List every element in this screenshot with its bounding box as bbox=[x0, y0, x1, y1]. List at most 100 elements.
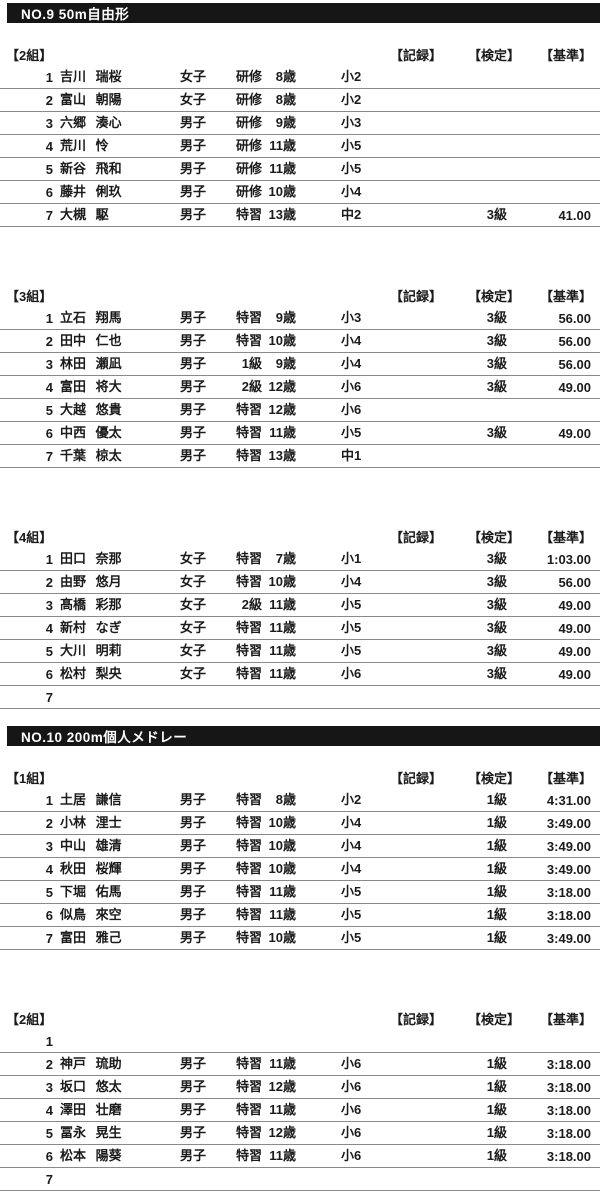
age-label: 12歳 bbox=[268, 402, 296, 417]
school-grade: 小6 bbox=[341, 1148, 362, 1163]
swimmer-name: 秋田 桜輝 bbox=[60, 861, 122, 876]
class-label: 研修 bbox=[235, 138, 262, 153]
gender-label: 男子 bbox=[180, 907, 207, 922]
gender-label: 男子 bbox=[180, 1056, 207, 1071]
swimmer-name: 土居 謙信 bbox=[60, 792, 122, 807]
standard-cell: 3:49.00 bbox=[546, 816, 591, 831]
swimmer-row: 7 大槻 駆 男子 特習 13歳 中2 3級 41.00 bbox=[0, 204, 600, 227]
school-grade: 小5 bbox=[341, 425, 362, 440]
record-cell bbox=[370, 464, 420, 467]
heat-header: 【2組】 【記録】 【検定】 【基準】 bbox=[0, 1009, 600, 1030]
gender-label: 男子 bbox=[180, 356, 207, 371]
swimmer-name: 神戸 琉助 bbox=[60, 1056, 122, 1071]
age-label: 13歳 bbox=[268, 448, 296, 463]
certification-cell: 3級 bbox=[486, 551, 507, 566]
standard-cell: 3:49.00 bbox=[546, 931, 591, 946]
school-grade: 小5 bbox=[341, 597, 362, 612]
lane-number: 3 bbox=[45, 598, 53, 613]
standard-cell: 3:18.00 bbox=[546, 1126, 591, 1141]
gender-label: 男子 bbox=[180, 379, 207, 394]
age-label: 8歳 bbox=[275, 792, 296, 807]
class-label: 特習 bbox=[235, 838, 262, 853]
school-grade: 小5 bbox=[341, 643, 362, 658]
standard-cell bbox=[515, 108, 600, 111]
heat-header: 【1組】 【記録】 【検定】 【基準】 bbox=[0, 768, 600, 789]
lane-number: 5 bbox=[45, 644, 53, 659]
record-cell bbox=[370, 1118, 420, 1121]
record-cell bbox=[370, 1141, 420, 1144]
lane-number: 2 bbox=[45, 575, 53, 590]
standard-cell bbox=[515, 177, 600, 180]
class-label bbox=[210, 705, 262, 708]
school-grade: 小4 bbox=[341, 861, 362, 876]
certification-cell bbox=[420, 1187, 515, 1190]
school-grade: 小5 bbox=[341, 907, 362, 922]
gender-label: 男子 bbox=[180, 333, 207, 348]
class-label: 特習 bbox=[235, 620, 262, 635]
class-label: 特習 bbox=[235, 1148, 262, 1163]
standard-cell: 3:18.00 bbox=[546, 1057, 591, 1072]
age-label: 11歳 bbox=[269, 884, 296, 899]
gender-label: 男子 bbox=[180, 884, 207, 899]
swimmer-row: 4 秋田 桜輝 男子 特習 10歳 小4 1級 3:49.00 bbox=[0, 858, 600, 881]
certification-cell: 3級 bbox=[486, 310, 507, 325]
record-cell bbox=[370, 636, 420, 639]
swimmer-row: 1 土居 謙信 男子 特習 8歳 小2 1級 4:31.00 bbox=[0, 789, 600, 812]
school-grade: 小4 bbox=[341, 333, 362, 348]
swimmer-name: 田口 奈那 bbox=[60, 551, 122, 566]
record-cell bbox=[370, 223, 420, 226]
certification-cell bbox=[420, 418, 515, 421]
standard-cell bbox=[515, 85, 600, 88]
swimmer-name: 下堀 佑馬 bbox=[60, 884, 122, 899]
standard-cell bbox=[515, 131, 600, 134]
certification-column-header: 【検定】 bbox=[467, 1012, 520, 1027]
lane-number: 1 bbox=[45, 793, 53, 808]
swimmer-row: 4 荒川 怜 男子 研修 11歳 小5 bbox=[0, 135, 600, 158]
record-cell bbox=[370, 108, 420, 111]
swimmer-name: 富山 朝陽 bbox=[60, 92, 122, 107]
certification-cell bbox=[420, 85, 515, 88]
age-label: 12歳 bbox=[268, 1125, 296, 1140]
age-label: 11歳 bbox=[269, 161, 296, 176]
swimmer-name: 澤田 壮磨 bbox=[60, 1102, 122, 1117]
class-label: 研修 bbox=[235, 115, 262, 130]
gender-label: 女子 bbox=[180, 69, 207, 84]
certification-cell bbox=[420, 108, 515, 111]
swimmer-row: 5 大越 悠貴 男子 特習 12歳 小6 bbox=[0, 399, 600, 422]
swimmer-name: 松村 梨央 bbox=[60, 666, 122, 681]
swimmer-row: 6 似鳥 來空 男子 特習 11歳 小5 1級 3:18.00 bbox=[0, 904, 600, 927]
swimmer-name: 藤井 俐玖 bbox=[60, 184, 122, 199]
standard-column-header: 【基準】 bbox=[539, 289, 592, 304]
school-grade: 小4 bbox=[341, 184, 362, 199]
lane-number: 7 bbox=[45, 449, 53, 464]
standard-cell: 56.00 bbox=[558, 575, 591, 590]
school-grade: 小6 bbox=[341, 1079, 362, 1094]
record-cell bbox=[370, 808, 420, 811]
heat-label: 【3組】 bbox=[6, 289, 53, 304]
certification-cell: 3級 bbox=[486, 666, 507, 681]
record-cell bbox=[370, 200, 420, 203]
record-cell bbox=[370, 659, 420, 662]
age-label: 8歳 bbox=[275, 69, 296, 84]
heat-section: 【2組】 【記録】 【検定】 【基準】 1 吉川 瑞桜 女子 研修 8歳 小2 2 富山 朝陽 女子 研修… bbox=[0, 45, 600, 227]
age-label: 7歳 bbox=[275, 551, 296, 566]
age-label: 9歳 bbox=[275, 356, 296, 371]
lane-number: 4 bbox=[45, 862, 53, 877]
swimmer-row: 1 田口 奈那 女子 特習 7歳 小1 3級 1:03.00 bbox=[0, 548, 600, 571]
gender-label: 男子 bbox=[180, 115, 207, 130]
certification-column-header: 【検定】 bbox=[467, 289, 520, 304]
gender-label: 男子 bbox=[180, 1125, 207, 1140]
swimmer-name: 似鳥 來空 bbox=[60, 907, 122, 922]
standard-cell bbox=[515, 1049, 600, 1052]
record-cell bbox=[370, 154, 420, 157]
swimmer-name: 大槻 駆 bbox=[60, 207, 109, 222]
swimmer-row: 2 神戸 琉助 男子 特習 11歳 小6 1級 3:18.00 bbox=[0, 1053, 600, 1076]
swimmer-row: 3 坂口 悠太 男子 特習 12歳 小6 1級 3:18.00 bbox=[0, 1076, 600, 1099]
swimmer-name: 小林 浬士 bbox=[60, 815, 122, 830]
swimmer-row: 5 大川 明莉 女子 特習 11歳 小5 3級 49.00 bbox=[0, 640, 600, 663]
swimmer-row: 4 澤田 壮磨 男子 特習 11歳 小6 1級 3:18.00 bbox=[0, 1099, 600, 1122]
event-title: NO.9 50m自由形 bbox=[21, 7, 130, 22]
gender-label: 男子 bbox=[180, 138, 207, 153]
swimmer-row: 7 bbox=[0, 686, 600, 709]
lane-number: 3 bbox=[45, 839, 53, 854]
